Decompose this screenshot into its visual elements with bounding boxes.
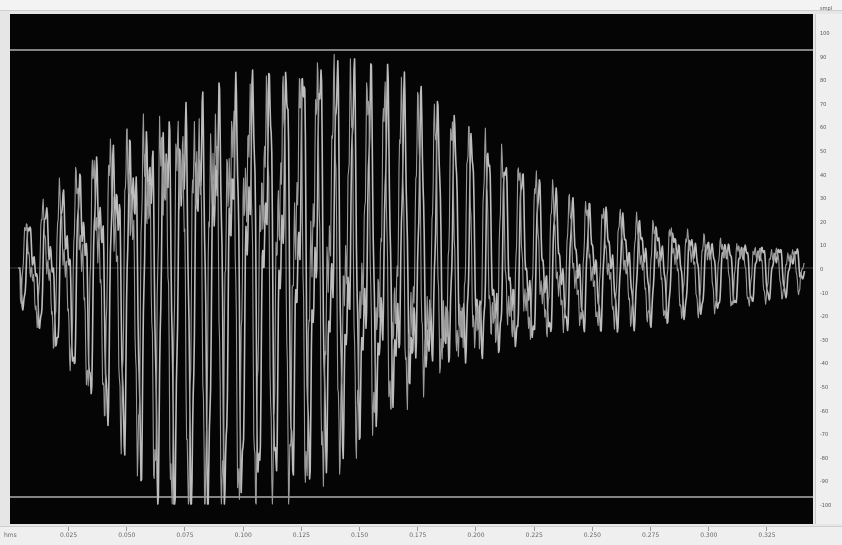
time-tick-mark bbox=[766, 527, 768, 531]
ruler-tick-label: 80 bbox=[820, 78, 827, 85]
ruler-tick-label: 90 bbox=[820, 54, 827, 61]
ruler-tick-label: -50 bbox=[820, 385, 829, 391]
ruler-tick-label: -80 bbox=[820, 455, 829, 462]
time-tick-label: 0.325 bbox=[758, 532, 776, 539]
ruler-tick-label: 100 bbox=[820, 31, 830, 37]
ruler-tick-label: 60 bbox=[820, 125, 827, 132]
time-tick-mark bbox=[184, 527, 186, 531]
ruler-tick-label: -90 bbox=[820, 479, 829, 486]
time-tick-label: 0.225 bbox=[525, 532, 543, 539]
time-tick-mark bbox=[242, 527, 244, 531]
ruler-tick-label: -40 bbox=[820, 361, 829, 368]
time-ruler[interactable]: hms 0.025 0.050 0.075 0.100 0.125 0.150 0.175 0… bbox=[0, 526, 842, 545]
ruler-tick-label: 20 bbox=[820, 219, 827, 226]
time-tick-mark bbox=[708, 527, 710, 531]
waveform-display[interactable] bbox=[10, 14, 813, 524]
time-unit-label: hms bbox=[4, 532, 17, 539]
title-bar bbox=[0, 0, 842, 11]
waveform-canvas[interactable] bbox=[10, 14, 813, 524]
ruler-tick-label: 0 bbox=[820, 267, 824, 273]
time-tick-mark bbox=[68, 527, 69, 531]
ruler-tick-label: 10 bbox=[820, 243, 827, 250]
time-tick-label: 0.125 bbox=[292, 532, 310, 539]
ruler-tick-label: 50 bbox=[820, 149, 827, 155]
time-tick-mark bbox=[300, 527, 302, 531]
time-tick-label: 0.175 bbox=[409, 532, 427, 539]
time-tick-mark bbox=[533, 527, 535, 531]
ruler-tick-label: -100 bbox=[820, 503, 832, 509]
ruler-tick-label: -60 bbox=[820, 408, 829, 415]
time-tick-label: 0.275 bbox=[642, 532, 660, 539]
ruler-tick-label: -10 bbox=[820, 290, 829, 297]
time-tick-label: 0.150 bbox=[351, 532, 369, 539]
ruler-unit-label: smpl bbox=[820, 6, 833, 12]
time-tick-label: 0.050 bbox=[118, 532, 136, 539]
time-tick-mark bbox=[475, 527, 477, 531]
ruler-tick-label: -70 bbox=[820, 432, 829, 439]
ruler-tick-label: 70 bbox=[820, 101, 827, 108]
time-tick-label: 0.250 bbox=[583, 532, 601, 539]
ruler-tick-label: 40 bbox=[820, 172, 827, 179]
time-tick-mark bbox=[591, 527, 593, 531]
time-tick-label: 0.075 bbox=[176, 532, 194, 539]
ruler-tick-label: -30 bbox=[820, 337, 829, 344]
time-tick-label: 0.025 bbox=[60, 532, 78, 539]
time-tick-label: 0.200 bbox=[467, 532, 485, 539]
time-tick-label: 0.300 bbox=[700, 532, 718, 539]
audio-waveform-overlay bbox=[18, 53, 805, 505]
ruler-tick-label: 30 bbox=[820, 196, 827, 203]
amplitude-ruler[interactable]: smpl 100 90 80 70 60 50 40 30 20 10 0 -10 -20 -30 -40-… bbox=[815, 6, 842, 524]
time-tick-mark bbox=[359, 527, 360, 531]
time-tick-mark bbox=[650, 527, 651, 531]
time-tick-mark bbox=[126, 527, 128, 531]
time-tick-mark bbox=[417, 527, 419, 531]
ruler-tick-label: -20 bbox=[820, 314, 829, 321]
time-tick-label: 0.100 bbox=[234, 532, 252, 539]
audio-waveform bbox=[17, 58, 806, 505]
